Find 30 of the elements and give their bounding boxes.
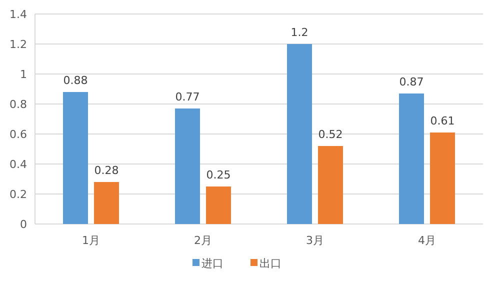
y-tick-label: 1.4 (10, 8, 27, 21)
data-label: 0.87 (399, 76, 424, 88)
legend-label: 进口 (202, 257, 224, 270)
bar (318, 146, 343, 224)
y-tick-label: 0.8 (10, 98, 27, 111)
bar (94, 182, 119, 224)
x-tick-label: 4月 (418, 234, 436, 247)
data-label: 0.25 (206, 168, 231, 182)
data-label: 0.28 (94, 164, 119, 177)
y-tick-label: 0.6 (10, 128, 27, 141)
y-tick-label: 0.2 (10, 188, 27, 201)
bar (287, 44, 312, 224)
bar (63, 92, 88, 224)
data-label: 0.77 (175, 90, 200, 104)
x-tick-label: 3月 (306, 234, 324, 247)
bar (430, 132, 455, 224)
data-label: 0.88 (63, 74, 88, 87)
x-tick-label: 2月 (194, 234, 212, 247)
bar (175, 108, 200, 224)
data-label: 1.2 (290, 26, 308, 39)
y-tick-label: 1.2 (10, 38, 27, 51)
y-tick-label: 1 (20, 68, 27, 81)
y-tick-label: 0.4 (10, 158, 27, 171)
bar (206, 186, 231, 224)
legend-label: 出口 (260, 257, 282, 270)
data-label: 0.52 (318, 128, 343, 141)
data-label: 0.61 (430, 114, 455, 128)
y-tick-label: 0 (20, 218, 27, 231)
x-tick-label: 1月 (82, 234, 100, 247)
bar (399, 94, 424, 224)
